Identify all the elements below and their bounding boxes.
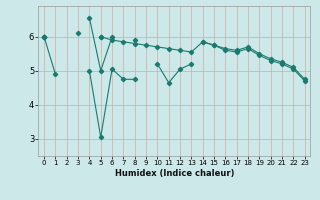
X-axis label: Humidex (Indice chaleur): Humidex (Indice chaleur) xyxy=(115,169,234,178)
